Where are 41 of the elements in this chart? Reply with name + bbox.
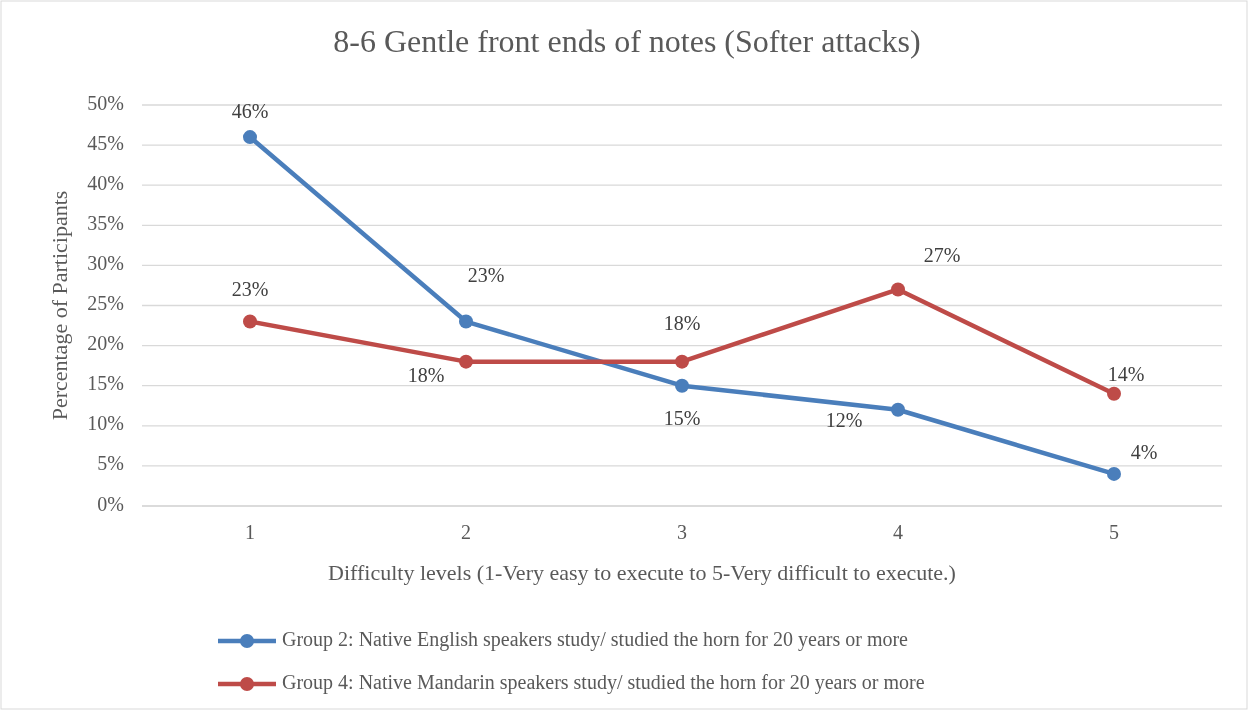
chart-title: 8-6 Gentle front ends of notes (Softer attacks) [333, 23, 921, 59]
data-label: 18% [407, 364, 445, 387]
point [459, 314, 473, 329]
y-tick-label: 50% [87, 91, 124, 114]
data-label: 23% [467, 264, 505, 287]
data-label: 4% [1130, 440, 1158, 463]
data-label: 27% [923, 244, 961, 267]
legend-label: Group 2: Native English speakers study/ studied the horn for 20 years or more [282, 627, 909, 651]
x-tick-label: 4 [893, 520, 903, 543]
point [243, 314, 257, 329]
data-label: 14% [1107, 363, 1145, 386]
point [675, 378, 689, 393]
y-tick-label: 10% [87, 412, 124, 435]
y-tick-label: 30% [87, 251, 124, 274]
x-tick-label: 2 [461, 520, 471, 543]
y-tick-label: 25% [87, 292, 124, 315]
y-tick-label: 45% [87, 131, 124, 154]
y-tick-label: 0% [97, 492, 124, 515]
point [243, 130, 257, 145]
data-label: 23% [231, 278, 269, 301]
y-tick-label: 15% [87, 372, 124, 395]
point [1107, 466, 1121, 481]
y-tick-label: 35% [87, 211, 124, 234]
data-label: 15% [663, 407, 701, 430]
x-tick-label: 1 [245, 520, 255, 543]
point [891, 402, 905, 417]
y-axis-title: Percentage of Participants [47, 190, 73, 421]
point [891, 282, 905, 297]
x-tick-label: 5 [1109, 520, 1119, 543]
x-axis-title: Difficulty levels (1-Very easy to execute to 5-Very difficult to execute.) [328, 560, 956, 586]
legend-label: Group 4: Native Mandarin speakers study/ studied the horn for 20 years or more [282, 670, 925, 694]
y-tick-label: 20% [87, 332, 124, 355]
point [675, 354, 689, 369]
data-label: 46% [231, 99, 269, 122]
y-tick-label: 5% [97, 452, 124, 475]
data-label: 12% [825, 409, 863, 432]
y-tick-label: 40% [87, 171, 124, 194]
point [1107, 386, 1121, 401]
x-tick-label: 3 [677, 520, 687, 543]
point [459, 354, 473, 369]
data-label: 18% [663, 312, 701, 335]
